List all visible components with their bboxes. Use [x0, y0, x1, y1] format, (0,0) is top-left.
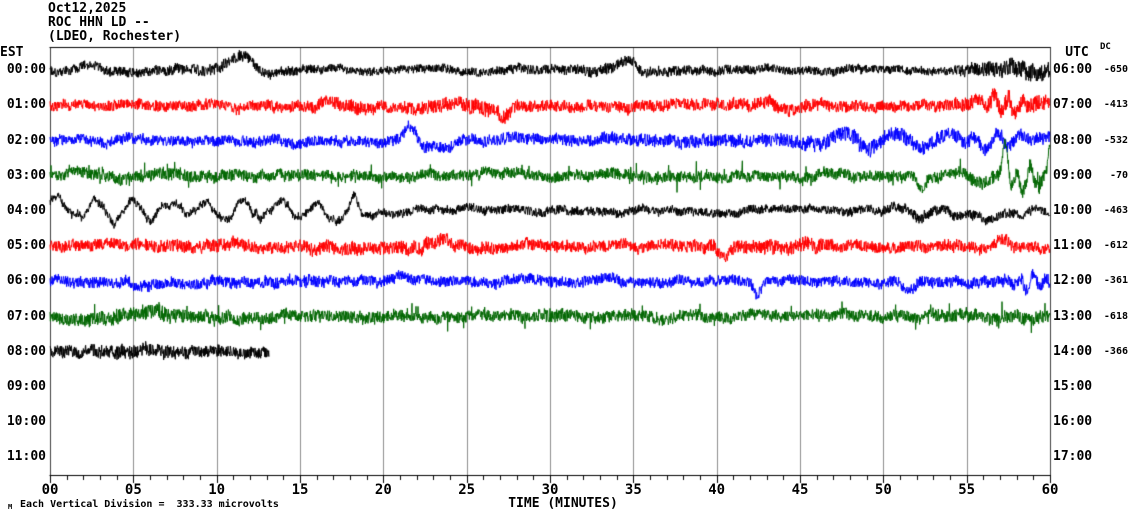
- est-hour-label: 06:00: [6, 273, 46, 289]
- est-hour-label: 07:00: [6, 308, 46, 324]
- x-tick-label: 50: [874, 482, 892, 498]
- dc-value-label: -618: [1103, 310, 1128, 322]
- utc-hour-label: 08:00: [1053, 132, 1093, 148]
- dc-value-label: -532: [1103, 134, 1128, 146]
- header-location: (LDEO, Rochester): [48, 29, 182, 44]
- dc-value-label: -612: [1103, 240, 1128, 252]
- x-axis-title: TIME (MINUTES): [508, 496, 618, 511]
- dc-value-label: -413: [1103, 99, 1128, 111]
- x-tick-label: 45: [791, 482, 809, 498]
- utc-hour-label: 14:00: [1053, 343, 1093, 359]
- est-hour-label: 01:00: [6, 97, 46, 113]
- est-hour-label: 02:00: [6, 132, 46, 148]
- utc-hour-label: 11:00: [1053, 238, 1093, 254]
- x-tick-label: 40: [708, 482, 726, 498]
- x-tick-label: 10: [208, 482, 226, 498]
- utc-hour-label: 15:00: [1053, 379, 1093, 394]
- dc-value-label: -650: [1103, 64, 1128, 76]
- x-tick-label: 15: [291, 482, 309, 498]
- utc-hour-label: 12:00: [1053, 273, 1093, 289]
- est-hour-label: 11:00: [6, 449, 46, 465]
- est-hour-label: 05:00: [6, 238, 46, 254]
- utc-hour-label: 10:00: [1053, 203, 1093, 218]
- utc-hour-label: 06:00: [1053, 62, 1093, 78]
- utc-hour-label: 09:00: [1053, 167, 1093, 183]
- dc-value-label: -70: [1109, 169, 1128, 181]
- x-tick-label: 55: [958, 482, 976, 498]
- est-hour-label: 10:00: [6, 414, 46, 430]
- x-tick-label: 20: [374, 482, 392, 498]
- x-tick-label: 25: [458, 482, 476, 498]
- scale-note: Each Vertical Division = 333.33 microvol…: [20, 499, 279, 510]
- utc-hour-label: 07:00: [1053, 97, 1093, 113]
- utc-hour-label: 16:00: [1053, 414, 1093, 430]
- right-axis-title: UTC: [1065, 45, 1089, 60]
- dc-value-label: -463: [1103, 205, 1128, 216]
- utc-hour-label: 13:00: [1053, 308, 1093, 324]
- watermark-glyph: M: [8, 503, 13, 511]
- x-tick-label: 60: [1041, 482, 1059, 498]
- est-hour-label: 00:00: [6, 62, 46, 78]
- est-hour-label: 08:00: [6, 343, 46, 359]
- x-tick-label: 35: [624, 482, 642, 498]
- x-tick-label: 00: [41, 482, 59, 498]
- dc-column-title: DC: [1100, 42, 1111, 52]
- dc-value-label: -361: [1103, 275, 1128, 287]
- x-tick-label: 05: [124, 482, 142, 498]
- utc-hour-label: 17:00: [1053, 449, 1093, 465]
- x-tick-label: 30: [541, 482, 559, 498]
- est-hour-label: 09:00: [6, 379, 46, 394]
- header-date: Oct12,2025: [48, 1, 127, 16]
- header-station: ROC HHN LD --: [48, 15, 150, 30]
- left-axis-title: EST: [0, 45, 24, 60]
- est-hour-label: 03:00: [6, 167, 46, 183]
- est-hour-label: 04:00: [6, 203, 46, 218]
- dc-value-label: -366: [1103, 345, 1128, 357]
